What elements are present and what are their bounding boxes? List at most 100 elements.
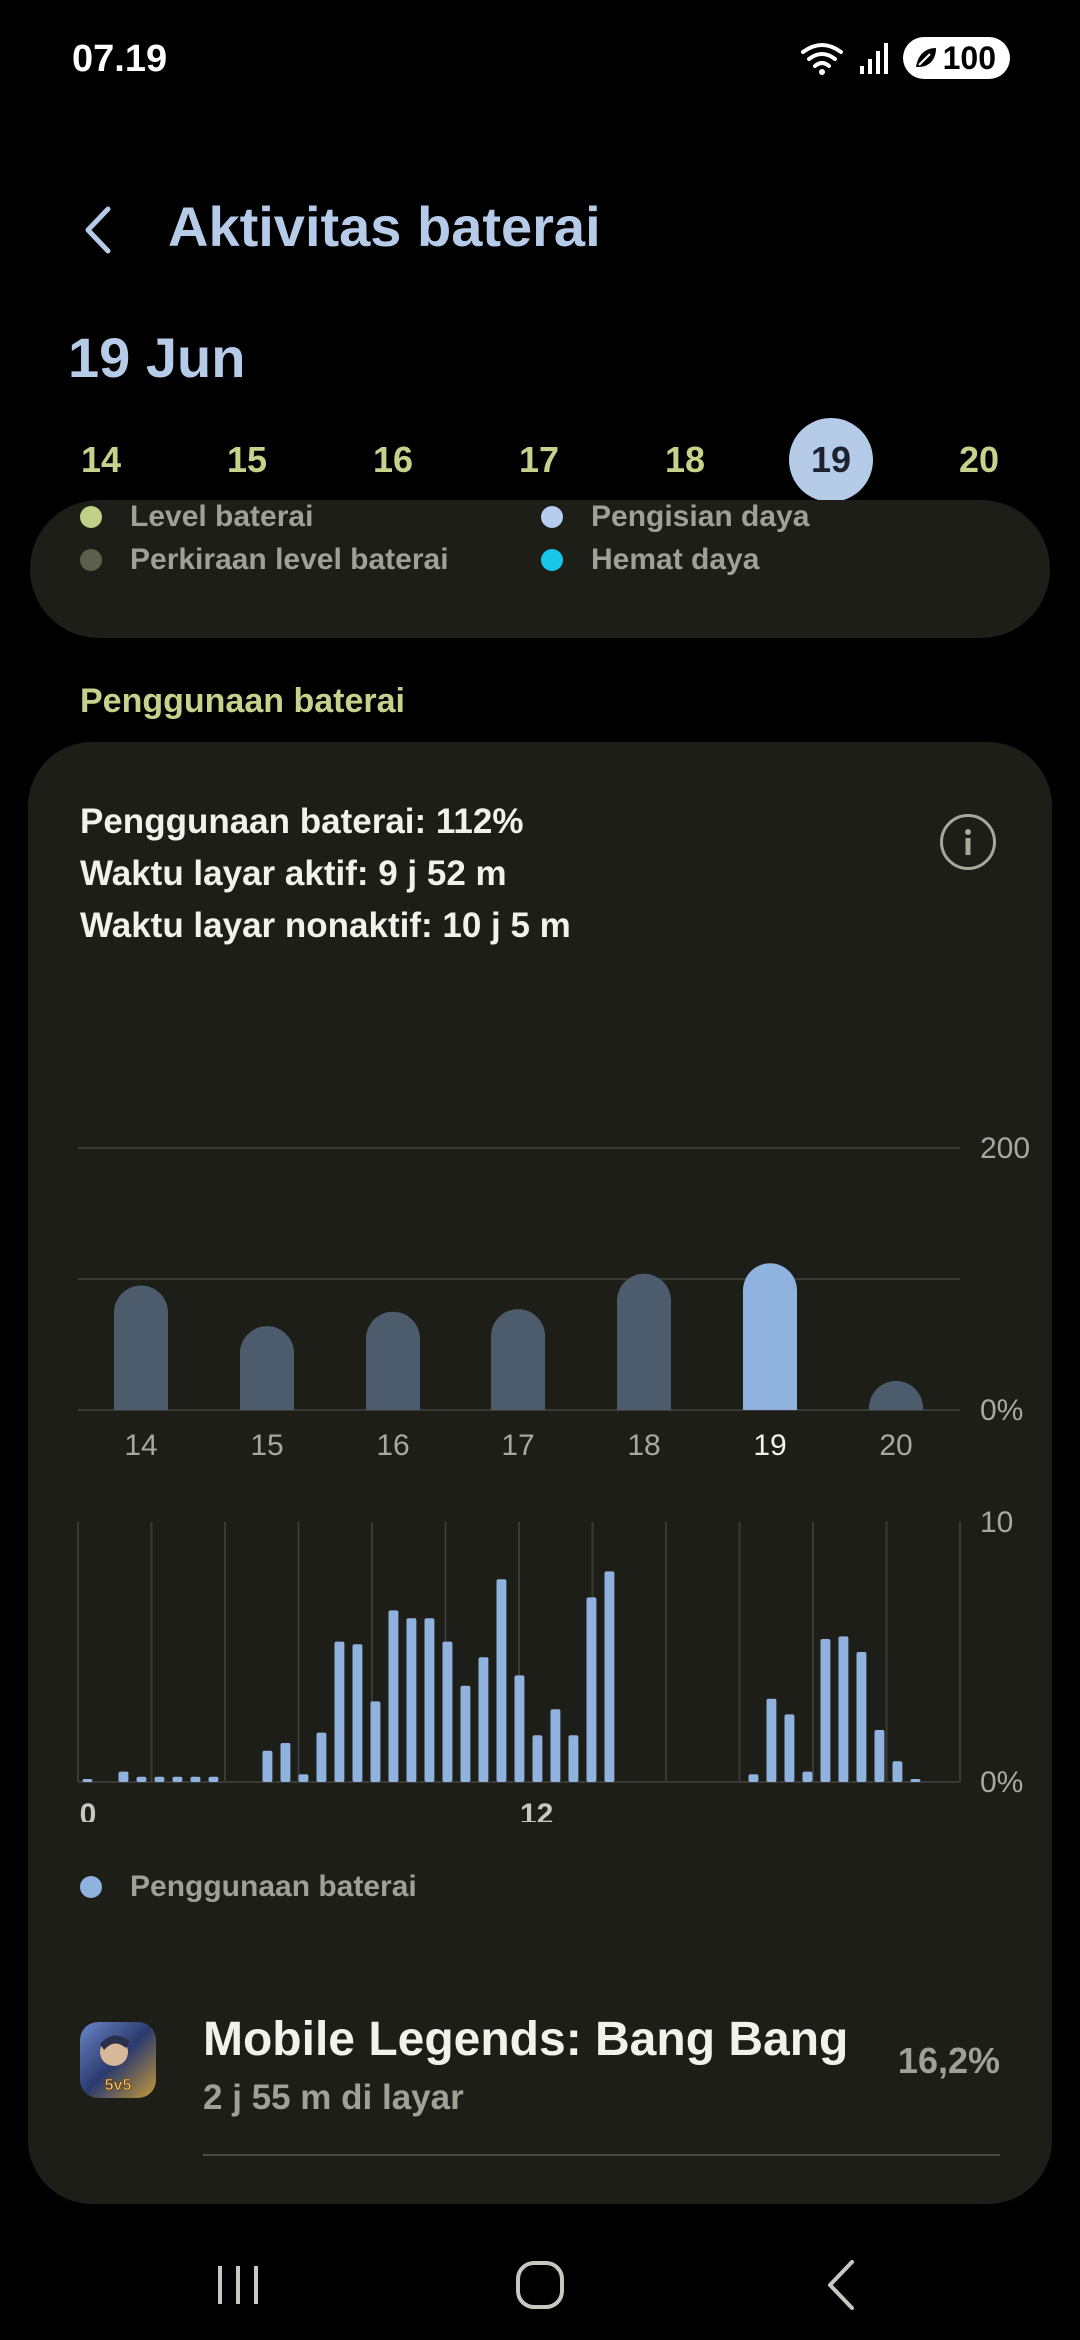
hourly-bar-19 [424, 1618, 435, 1782]
legend-dot-estimate [80, 549, 102, 571]
hourly-bar-0 [82, 1779, 93, 1782]
hourly-bar-12 [298, 1774, 309, 1782]
hourly-bar-6 [190, 1776, 201, 1782]
hourly-y-tick-max: 10 [980, 1506, 1013, 1539]
hourly-bar-11 [280, 1743, 291, 1782]
hourly-bar-25 [532, 1735, 543, 1782]
info-icon [965, 829, 971, 855]
back-button[interactable] [70, 195, 130, 265]
legend-charging: Pengisian daya [541, 500, 809, 534]
hourly-bar-45 [892, 1761, 903, 1782]
day-17[interactable]: 17 [518, 439, 560, 480]
daily-usage-chart: 14 15 16 17 18 19 20 0% 200 [78, 1132, 1030, 1462]
chevron-left-icon [85, 206, 111, 254]
x-tick-label-14: 14 [124, 1429, 157, 1462]
hourly-bar-46 [910, 1779, 921, 1782]
section-title: Penggunaan baterai [80, 682, 405, 720]
hourly-bar-14 [334, 1641, 345, 1782]
hourly-x-tick-0: 0 [80, 1798, 97, 1822]
x-tick-label-15: 15 [250, 1429, 283, 1462]
legend-level-label: Level baterai [130, 500, 314, 533]
day-16[interactable]: 16 [372, 439, 414, 480]
hourly-bar-26 [550, 1709, 561, 1782]
battery-indicator: 100 [902, 37, 1010, 79]
hourly-bar-23 [496, 1579, 507, 1782]
day-19-selected[interactable]: 19 [789, 418, 873, 502]
app-list-item[interactable]: 5v5 Mobile Legends: Bang Bang 2 j 55 m d… [28, 1998, 1052, 2198]
summary-usage: Penggunaan baterai: 112% [80, 802, 524, 841]
x-tick-label-20: 20 [879, 1429, 912, 1462]
hourly-bar-27 [568, 1735, 579, 1782]
app-screen-time: 2 j 55 m di layar [203, 2078, 464, 2117]
x-tick-label-18: 18 [627, 1429, 660, 1462]
daily-bar-15 [240, 1326, 294, 1410]
daily-bar-17 [491, 1309, 545, 1410]
y-tick-label-max: 200 [980, 1132, 1030, 1165]
hourly-bar-3 [136, 1776, 147, 1782]
hourly-bar-44 [874, 1730, 885, 1782]
usage-legend: Penggunaan baterai [80, 1870, 417, 1904]
hourly-usage-chart: 0% 10 0 12 [77, 1506, 1023, 1822]
x-tick-label-16: 16 [376, 1429, 409, 1462]
mobile-legends-app-icon: 5v5 [80, 2022, 156, 2098]
day-selector: 14 15 16 17 18 19 20 [0, 418, 1080, 502]
info-button[interactable] [940, 814, 996, 870]
summary-screen-on: Waktu layar aktif: 9 j 52 m [80, 854, 507, 893]
app-header: Aktivitas baterai [0, 180, 1080, 280]
hourly-bar-22 [478, 1657, 489, 1782]
status-icons: 100 [799, 34, 1010, 82]
legend-dot-usage [80, 1876, 102, 1898]
legend-dot-charging [541, 506, 563, 528]
legend-estimate-label: Perkiraan level baterai [130, 543, 449, 576]
hourly-bar-4 [154, 1776, 165, 1782]
day-14[interactable]: 14 [80, 439, 122, 480]
hourly-bar-29 [604, 1571, 615, 1782]
hourly-bar-28 [586, 1597, 597, 1782]
legend-level: Level baterai [80, 500, 313, 534]
hourly-bar-17 [388, 1610, 399, 1782]
hourly-bar-5 [172, 1776, 183, 1782]
hourly-bar-39 [784, 1714, 795, 1782]
day-20[interactable]: 20 [958, 439, 1000, 480]
recent-apps-button[interactable] [198, 2250, 278, 2320]
daily-bar-16 [366, 1311, 420, 1410]
signal-icon [859, 43, 888, 74]
status-time: 07.19 [72, 38, 168, 80]
battery-level: 100 [942, 39, 996, 76]
usage-legend-label: Penggunaan baterai [130, 1870, 417, 1903]
legend-power-saving: Hemat daya [541, 543, 759, 577]
hourly-bar-38 [766, 1698, 777, 1782]
legend-dot-power-saving [541, 549, 563, 571]
hourly-bar-2 [118, 1771, 129, 1782]
divider [203, 2154, 1000, 2156]
hourly-bar-37 [748, 1774, 759, 1782]
x-tick-label-17: 17 [501, 1429, 534, 1462]
hourly-x-tick-12: 12 [520, 1798, 553, 1822]
day-15[interactable]: 15 [226, 439, 268, 480]
daily-bar-19 [743, 1263, 797, 1410]
daily-bar-20 [869, 1381, 923, 1410]
hourly-bar-41 [820, 1639, 831, 1782]
summary-screen-off: Waktu layar nonaktif: 10 j 5 m [80, 906, 571, 945]
hourly-bar-7 [208, 1776, 219, 1782]
home-button[interactable] [500, 2250, 580, 2320]
hourly-y-tick-min: 0% [980, 1766, 1023, 1799]
hourly-bar-15 [352, 1644, 363, 1782]
selected-date-title: 19 Jun [68, 326, 246, 389]
x-tick-label-19: 19 [753, 1429, 786, 1462]
navigation-bar [0, 2220, 1080, 2340]
back-icon [828, 2260, 854, 2310]
recent-apps-icon [218, 2266, 258, 2304]
legend-power-saving-label: Hemat daya [591, 543, 760, 576]
hourly-bar-18 [406, 1618, 417, 1782]
legend-charging-label: Pengisian daya [591, 500, 810, 533]
app-usage-percent: 16,2% [897, 2040, 1000, 2081]
nav-back-button[interactable] [802, 2250, 882, 2320]
status-bar: 07.19 100 [0, 0, 1080, 120]
hourly-bar-20 [442, 1641, 453, 1782]
hourly-bar-13 [316, 1732, 327, 1782]
legend-dot-level [80, 506, 102, 528]
app-name: Mobile Legends: Bang Bang [203, 2013, 849, 2066]
hourly-bar-42 [838, 1636, 849, 1782]
day-18[interactable]: 18 [664, 439, 706, 480]
